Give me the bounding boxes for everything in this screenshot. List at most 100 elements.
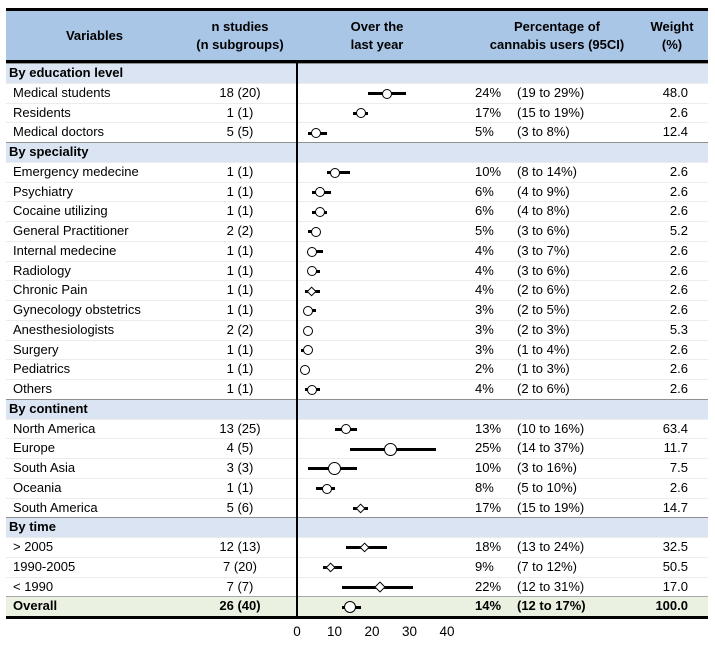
header-variables-label: Variables: [65, 27, 124, 43]
row-confidence-interval: (3 to 8%): [517, 124, 570, 140]
row-label: Overall: [13, 598, 58, 614]
header-plot-line2: last year: [350, 36, 404, 52]
row-label: Radiology: [13, 262, 71, 278]
row-percentage: 3%: [475, 341, 494, 357]
row-confidence-interval: (1 to 3%): [517, 361, 570, 377]
row-n-studies: 7 (20): [223, 558, 257, 574]
study-row: South America 5 (6) 17% (15 to 19%) 14.7: [6, 497, 708, 518]
estimate-marker-circle: [355, 108, 366, 119]
row-confidence-interval: (2 to 6%): [517, 381, 570, 396]
study-row: Internal medecine 1 (1) 4% (3 to 7%) 2.6: [6, 240, 708, 261]
row-confidence-interval: (2 to 6%): [517, 282, 570, 298]
row-confidence-interval: (10 to 16%): [517, 420, 585, 436]
row-label: South Asia: [13, 460, 76, 475]
row-n-studies: 5 (5): [226, 124, 254, 140]
row-percentage: 22%: [475, 578, 502, 594]
row-weight: 2.6: [669, 183, 688, 199]
estimate-marker-circle: [299, 365, 310, 376]
x-axis-tick-label: 20: [364, 624, 380, 639]
header-n-line1: n studies: [211, 18, 269, 34]
estimate-marker-circle: [382, 88, 392, 99]
estimate-marker-circle: [343, 601, 356, 614]
study-row: Gynecology obstetrics 1 (1) 3% (2 to 5%) 2.6: [6, 300, 708, 320]
x-axis-tick-label: 0: [293, 624, 301, 639]
row-n-studies: 1 (1): [226, 479, 254, 495]
estimate-marker-diamond: [325, 562, 336, 573]
row-label: Emergency medecine: [13, 163, 139, 179]
row-percentage: 4%: [475, 262, 494, 278]
estimate-marker-diamond: [306, 286, 318, 297]
study-row: Pediatrics 1 (1) 2% (1 to 3%) 2.6: [6, 359, 708, 379]
row-weight: 2.6: [669, 479, 688, 495]
row-confidence-interval: (3 to 6%): [517, 262, 570, 278]
header-weight-line1: Weight: [650, 18, 694, 34]
row-confidence-interval: (12 to 17%): [517, 598, 586, 614]
study-row: < 1990 7 (7) 22% (12 to 31%) 17.0: [6, 576, 708, 597]
row-percentage: 4%: [475, 242, 494, 258]
row-weight: 14.7: [662, 499, 688, 515]
estimate-marker-circle: [307, 266, 317, 277]
row-label: Internal medecine: [13, 242, 117, 258]
row-confidence-interval: (19 to 29%): [517, 84, 585, 100]
table-top-border: [6, 8, 708, 11]
row-confidence-interval: (3 to 6%): [517, 223, 570, 238]
row-weight: 17.0: [662, 578, 688, 594]
estimate-marker-circle: [303, 305, 314, 316]
study-row: Medical doctors 5 (5) 5% (3 to 8%) 12.4: [6, 122, 708, 142]
row-percentage: 13%: [475, 420, 502, 436]
row-label: Chronic Pain: [13, 282, 88, 298]
estimate-marker-diamond: [359, 542, 370, 553]
row-weight: 2.6: [669, 104, 688, 120]
row-percentage: 17%: [475, 499, 502, 515]
row-confidence-interval: (7 to 12%): [517, 558, 577, 574]
study-row: Surgery 1 (1) 3% (1 to 4%) 2.6: [6, 339, 708, 360]
row-weight: 7.5: [669, 460, 688, 475]
zero-axis-line: [296, 63, 298, 616]
row-label: Cocaine utilizing: [13, 203, 108, 219]
row-n-studies: 2 (2): [226, 321, 254, 337]
row-n-studies: 7 (7): [226, 578, 254, 594]
study-row: North America 13 (25) 13% (10 to 16%) 63.4: [6, 418, 708, 439]
row-weight: 50.5: [662, 558, 688, 574]
row-label: North America: [13, 420, 96, 436]
row-confidence-interval: (13 to 24%): [517, 539, 585, 554]
study-row: Psychiatry 1 (1) 6% (4 to 9%) 2.6: [6, 181, 708, 202]
row-n-studies: 5 (6): [226, 499, 254, 515]
estimate-marker-circle: [307, 384, 317, 395]
row-percentage: 3%: [475, 302, 494, 317]
row-confidence-interval: (3 to 16%): [517, 460, 577, 475]
section-label: By education level: [9, 65, 124, 80]
row-label: Gynecology obstetrics: [13, 302, 141, 317]
row-n-studies: 18 (20): [219, 84, 261, 100]
row-n-studies: 26 (40): [219, 598, 261, 614]
row-percentage: 4%: [475, 282, 494, 298]
row-weight: 12.4: [662, 124, 688, 140]
estimate-marker-circle: [310, 128, 321, 139]
row-percentage: 4%: [475, 381, 494, 396]
study-row: General Practitioner 2 (2) 5% (3 to 6%) 5.2: [6, 221, 708, 241]
row-label: South America: [13, 499, 98, 515]
row-weight: 2.6: [669, 203, 688, 219]
section-header-row: By education level: [6, 63, 708, 83]
header-n-line2: (n subgroups): [196, 36, 284, 52]
section-header-row: By continent: [6, 398, 708, 419]
row-label: Psychiatry: [13, 183, 73, 199]
row-percentage: 5%: [475, 124, 494, 140]
header-weight-line2: (%): [661, 36, 683, 52]
row-confidence-interval: (8 to 14%): [517, 163, 577, 179]
study-row: Medical students 18 (20) 24% (19 to 29%) 48.…: [6, 82, 708, 103]
estimate-marker-circle: [322, 483, 332, 494]
row-weight: 32.5: [662, 539, 688, 554]
row-percentage: 6%: [475, 183, 494, 199]
row-percentage: 9%: [475, 558, 494, 574]
study-row: Anesthesiologists 2 (2) 3% (2 to 3%) 5.3: [6, 319, 708, 340]
row-percentage: 18%: [475, 539, 502, 554]
row-weight: 2.6: [669, 242, 688, 258]
header-variables: Variables: [6, 11, 183, 60]
row-percentage: 14%: [475, 598, 502, 614]
row-percentage: 5%: [475, 223, 494, 238]
row-n-studies: 1 (1): [226, 242, 254, 258]
row-n-studies: 1 (1): [226, 262, 254, 278]
row-confidence-interval: (3 to 7%): [517, 242, 570, 258]
